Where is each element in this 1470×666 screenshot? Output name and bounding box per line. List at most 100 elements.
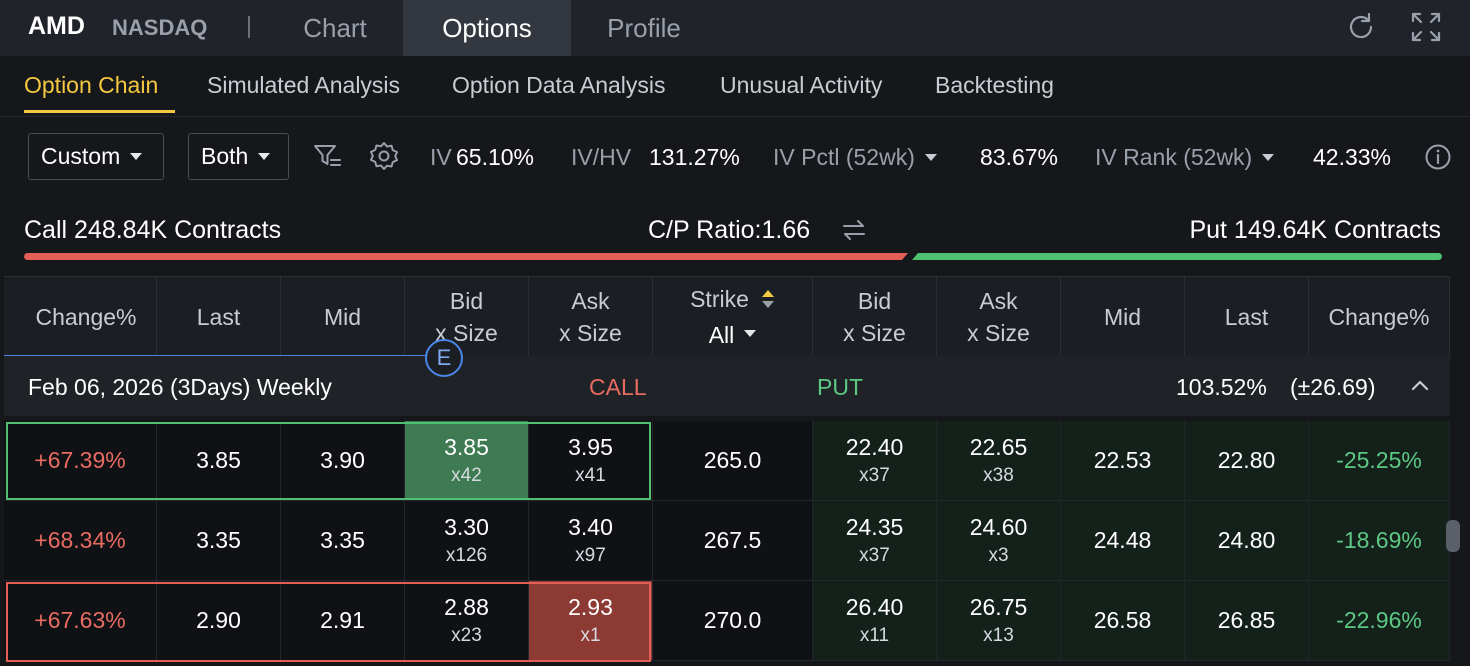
call-last: 3.85	[157, 421, 281, 501]
iv-rank-selector[interactable]: IV Rank (52wk)	[1095, 144, 1275, 171]
expiry-mode-value: Custom	[41, 143, 121, 169]
call-bid[interactable]: 3.85 x42	[405, 421, 529, 501]
ivhv-label: IV/HV	[571, 144, 632, 170]
table-row[interactable]: +67.39% 3.85 3.90 3.85 x42 3.95 x41 265.…	[4, 421, 1450, 501]
call-ask[interactable]: 3.95 x41	[529, 421, 653, 501]
iv-rank-value: 42.33%	[1313, 144, 1392, 170]
tab-profile[interactable]: Profile	[607, 13, 681, 43]
strike-price: 265.0	[653, 421, 813, 501]
bid-price: 26.40	[845, 593, 904, 620]
call-bid[interactable]: 2.88 x23	[405, 581, 529, 661]
header-call-change[interactable]: Change%	[16, 277, 157, 357]
caret-down-icon	[130, 152, 143, 160]
header-strike[interactable]: Strike All	[653, 277, 813, 357]
put-change: -18.69%	[1309, 501, 1450, 581]
tab-options[interactable]: Options	[403, 0, 571, 56]
swap-icon[interactable]	[840, 216, 868, 244]
exchange-name: NASDAQ	[112, 15, 208, 40]
put-contracts: Put 149.64K Contracts	[1189, 216, 1441, 244]
divider	[0, 116, 1470, 117]
put-mid: 24.48	[1061, 501, 1185, 581]
bid-size: x42	[451, 464, 482, 486]
call-last: 3.35	[157, 501, 281, 581]
put-volume-bar	[912, 253, 1442, 260]
call-contracts: Call 248.84K Contracts	[24, 216, 282, 244]
put-last: 22.80	[1185, 421, 1309, 501]
put-ask[interactable]: 22.65 x38	[937, 421, 1061, 501]
header-label: Bid	[857, 288, 892, 314]
table-row[interactable]: +68.34% 3.35 3.35 3.30 x126 3.40 x97 267…	[4, 501, 1450, 581]
header-put-bid[interactable]: Bid x Size	[813, 277, 937, 357]
expiry-iv: 103.52%	[1176, 374, 1267, 400]
bid-price: 22.40	[845, 433, 904, 460]
caret-down-icon	[258, 152, 271, 160]
strike-filter-value: All	[708, 322, 735, 348]
bid-price: 2.88	[444, 593, 489, 620]
subtab-backtesting[interactable]: Backtesting	[935, 72, 1054, 98]
side-mode-dropdown[interactable]: Both	[188, 133, 289, 180]
sort-icon	[761, 290, 774, 308]
filter-icon[interactable]	[312, 140, 344, 172]
bid-size: x37	[859, 544, 890, 566]
header-put-change[interactable]: Change%	[1309, 277, 1450, 357]
call-change: +68.34%	[4, 501, 157, 581]
call-ask[interactable]: 3.40 x97	[529, 501, 653, 581]
header-call-last[interactable]: Last	[157, 277, 281, 357]
header-call-ask[interactable]: Ask x Size	[529, 277, 653, 357]
option-chain-table: Change% Last Mid Bid x Size Ask x Size S…	[4, 276, 1450, 666]
ask-size: x3	[988, 544, 1009, 566]
info-icon[interactable]	[1424, 143, 1452, 171]
put-mid: 22.53	[1061, 421, 1185, 501]
bid-price: 3.85	[444, 433, 489, 460]
call-mid: 3.35	[281, 501, 405, 581]
gear-icon[interactable]	[368, 140, 400, 172]
chevron-up-icon[interactable]	[1410, 378, 1430, 392]
put-bid[interactable]: 24.35 x37	[813, 501, 937, 581]
header-put-mid[interactable]: Mid	[1061, 277, 1185, 357]
header-call-bid[interactable]: Bid x Size	[405, 277, 529, 357]
expiry-badge[interactable]: E	[425, 339, 463, 377]
header-call-mid[interactable]: Mid	[281, 277, 405, 357]
divider	[248, 16, 250, 38]
scrollbar-thumb[interactable]	[1446, 520, 1460, 552]
ask-price: 26.75	[969, 593, 1028, 620]
expiry-mode-dropdown[interactable]: Custom	[28, 133, 164, 180]
header-put-ask[interactable]: Ask x Size	[937, 277, 1061, 357]
refresh-icon[interactable]	[1344, 10, 1378, 44]
subtab-option-chain[interactable]: Option Chain	[24, 72, 159, 98]
put-mid: 26.58	[1061, 581, 1185, 661]
call-change: +67.63%	[4, 581, 157, 661]
header-sublabel: x Size	[843, 320, 906, 346]
expiry-group-header[interactable]: Feb 06, 2026 (3Days) Weekly CALL PUT 103…	[4, 356, 1450, 416]
strike-sort[interactable]: Strike	[690, 283, 775, 315]
iv-percentile-selector[interactable]: IV Pctl (52wk)	[773, 144, 937, 171]
put-bid[interactable]: 26.40 x11	[813, 581, 937, 661]
header-put-last[interactable]: Last	[1185, 277, 1309, 357]
put-ask[interactable]: 26.75 x13	[937, 581, 1061, 661]
call-ask[interactable]: 2.93 x1	[529, 581, 653, 661]
put-bid[interactable]: 22.40 x37	[813, 421, 937, 501]
caret-down-icon	[744, 330, 757, 337]
call-bid[interactable]: 3.30 x126	[405, 501, 529, 581]
strike-filter-dropdown[interactable]: All	[709, 319, 757, 351]
put-change: -25.25%	[1309, 421, 1450, 501]
table-header: Change% Last Mid Bid x Size Ask x Size S…	[4, 276, 1450, 357]
put-ask[interactable]: 24.60 x3	[937, 501, 1061, 581]
subtab-option-data-analysis[interactable]: Option Data Analysis	[452, 72, 666, 98]
tab-chart[interactable]: Chart	[303, 13, 367, 43]
subtab-unusual-activity[interactable]: Unusual Activity	[720, 72, 883, 98]
ask-size: x97	[575, 544, 606, 566]
side-mode-value: Both	[201, 143, 249, 169]
subtab-simulated-analysis[interactable]: Simulated Analysis	[207, 72, 401, 98]
table-row[interactable]: +67.63% 2.90 2.91 2.88 x23 2.93 x1 270.0…	[4, 581, 1450, 662]
ask-size: x1	[580, 624, 601, 646]
strike-price: 267.5	[653, 501, 813, 581]
cp-ratio: C/P Ratio:1.66	[648, 216, 811, 244]
call-mid: 3.90	[281, 421, 405, 501]
call-volume-bar	[24, 253, 908, 260]
bid-size: x23	[451, 624, 482, 646]
fullscreen-icon[interactable]	[1409, 10, 1443, 44]
put-last: 24.80	[1185, 501, 1309, 581]
ivhv-value: 131.27%	[649, 144, 740, 170]
ask-size: x13	[983, 624, 1014, 646]
